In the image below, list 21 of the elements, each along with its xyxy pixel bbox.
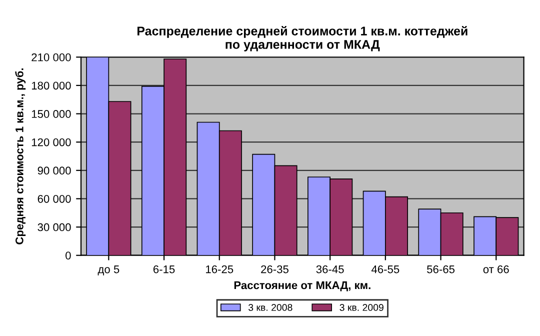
x-tick-label: до 5: [98, 265, 120, 276]
y-tick-label: 150 000: [32, 110, 71, 118]
y-axis-title: Средняя стоимость 1 кв.м., руб.: [15, 68, 26, 244]
y-tick-label: 30 000: [38, 223, 71, 232]
y-tick-label: 90 000: [38, 166, 71, 175]
y-tick-label: 60 000: [38, 194, 71, 203]
x-tick-label: 16-25: [206, 265, 234, 274]
y-tick-label: 0: [66, 252, 71, 260]
x-tick-label: 6-15: [153, 265, 175, 274]
x-tick-label: 36-45: [316, 265, 344, 274]
x-tick-label: 26-35: [261, 265, 288, 274]
chart-title: Распределение средней стоимости 1 кв.м. коттеджей по удаленности от МКАД: [138, 26, 468, 52]
x-axis-title: Расстояние от МКАД, км.: [234, 281, 370, 292]
x-tick-label: 46-55: [371, 265, 400, 274]
x-tick-label: 56-65: [427, 265, 455, 274]
x-tick-label: от 66: [483, 265, 509, 274]
y-tick-label: 120 000: [32, 138, 71, 146]
y-tick-label: 210 000: [32, 53, 71, 62]
legend-label: 3 кв. 2008: [248, 304, 292, 311]
y-tick-label: 180 000: [32, 82, 71, 90]
legend-label: 3 кв. 2009: [340, 304, 384, 311]
